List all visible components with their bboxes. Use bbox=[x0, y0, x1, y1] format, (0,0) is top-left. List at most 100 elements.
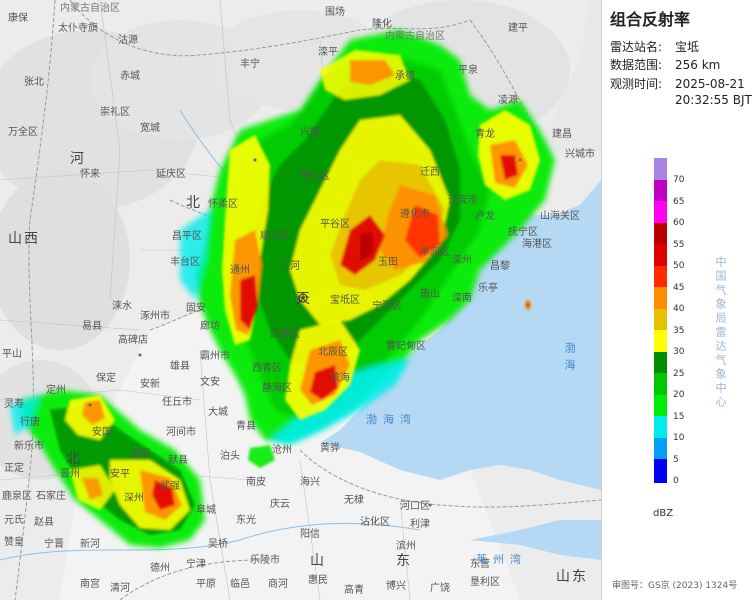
city-label: 东光 bbox=[236, 515, 256, 526]
city-label: 献县 bbox=[168, 455, 188, 466]
city-label: 昌平区 bbox=[172, 231, 202, 242]
city-label: 垦利区 bbox=[470, 577, 500, 588]
legend-tick-20: 20 bbox=[673, 390, 685, 400]
city-label: 廊坊 bbox=[200, 321, 220, 332]
sea-label: 渤海 bbox=[563, 342, 576, 376]
city-label: 丰台区 bbox=[170, 257, 200, 268]
legend-color-15 bbox=[654, 394, 667, 416]
city-label: 安新 bbox=[140, 379, 160, 390]
city-markers bbox=[88, 158, 522, 507]
legend-tick-60: 60 bbox=[673, 218, 685, 228]
city-label: 南宫 bbox=[80, 579, 100, 590]
city-label: 玉田 bbox=[378, 257, 398, 268]
city-label: 滨海 bbox=[330, 373, 350, 384]
city-label: 乐陵市 bbox=[250, 555, 280, 566]
city-label: 饶阳 bbox=[130, 449, 150, 460]
city-label: 东营 bbox=[470, 559, 490, 570]
radar-echoes bbox=[10, 30, 555, 548]
city-label: 武清区 bbox=[270, 329, 300, 340]
province-label: 北 bbox=[66, 451, 82, 467]
city-label: 宝坻区 bbox=[330, 295, 360, 306]
city-label: 太仆寺旗 bbox=[58, 23, 98, 34]
city-label: 迁安市 bbox=[448, 195, 478, 206]
legend-color-50 bbox=[654, 244, 667, 266]
city-label: 静海区 bbox=[262, 383, 292, 394]
city-label: 兴隆 bbox=[300, 127, 320, 138]
province-label: 山东 bbox=[556, 569, 588, 585]
city-label: 安国 bbox=[92, 427, 112, 438]
legend-color-5 bbox=[654, 437, 667, 459]
city-label: 海港区 bbox=[522, 239, 552, 250]
city-label: 深州 bbox=[124, 493, 144, 504]
city-label: 滦州 bbox=[452, 255, 472, 266]
city-label: 平谷区 bbox=[320, 219, 350, 230]
city-label: 建昌 bbox=[552, 129, 572, 140]
city-label: 卢龙 bbox=[475, 211, 495, 222]
map-base bbox=[0, 0, 601, 600]
city-label: 德州 bbox=[150, 563, 170, 574]
city-label: 武强 bbox=[160, 481, 180, 492]
city-label: 博兴 bbox=[386, 581, 406, 592]
city-label: 河口区 bbox=[400, 501, 430, 512]
legend-tick-70: 70 bbox=[673, 175, 685, 185]
city-label: 阳信 bbox=[300, 529, 320, 540]
region-label: 内蒙古自治区 bbox=[60, 3, 120, 14]
legend-color-45 bbox=[654, 265, 667, 287]
city-label: 宁晋 bbox=[44, 539, 64, 550]
city-label: 泊头 bbox=[220, 451, 240, 462]
city-label: 唐山 bbox=[420, 289, 440, 300]
city-label: 隆化 bbox=[372, 19, 392, 30]
legend-unit: dBZ bbox=[653, 508, 674, 519]
city-label: 清河 bbox=[110, 583, 130, 594]
city-label: 怀来 bbox=[80, 169, 100, 180]
city-label: 赤城 bbox=[120, 71, 140, 82]
city-label: 丰润区 bbox=[420, 247, 450, 258]
laizhou-bay bbox=[470, 520, 601, 560]
city-label: 利津 bbox=[410, 519, 430, 530]
legend-tick-35: 35 bbox=[673, 325, 685, 336]
city-label: 鹿泉区 bbox=[2, 491, 32, 502]
range-value: 256 km bbox=[675, 58, 721, 72]
city-label: 黄骅 bbox=[320, 443, 340, 454]
radar-station-marker bbox=[298, 293, 308, 303]
city-label: 石家庄 bbox=[36, 491, 66, 502]
city-label: 兴城市 bbox=[565, 149, 595, 160]
city-label: 平泉 bbox=[458, 65, 478, 76]
time-row: 观测时间: 2025-08-21 bbox=[610, 75, 745, 92]
legend-color-70 bbox=[654, 158, 667, 180]
city-label: 密云区 bbox=[300, 171, 330, 182]
legend-color-10 bbox=[654, 416, 667, 438]
city-label: 崇礼区 bbox=[100, 107, 130, 118]
time-clock: 20:32:55 BJT bbox=[675, 93, 752, 107]
tianjin-label: 天 bbox=[296, 291, 312, 307]
map-approval-number: 审图号：GS京 (2023) 1324号 bbox=[612, 581, 738, 591]
city-label: 西青区 bbox=[252, 363, 282, 374]
province-label: 山 bbox=[310, 553, 326, 569]
city-label: 行唐 bbox=[20, 417, 40, 428]
city-label: 青县 bbox=[236, 421, 256, 432]
legend-color-35 bbox=[654, 308, 667, 330]
city-label: 霸州市 bbox=[200, 351, 230, 362]
legend-color-65 bbox=[654, 179, 667, 201]
station-value: 宝坻 bbox=[675, 40, 700, 54]
station-label: 雷达站名: bbox=[610, 40, 663, 54]
radar-map[interactable]: 康保 内蒙古自治区 太仆寺旗 沽源 丰宁 围场 内蒙古自治区 建平 隆化 滦平 … bbox=[0, 0, 601, 600]
city-label: 海兴 bbox=[300, 477, 320, 488]
province-label: 山西 bbox=[8, 231, 40, 247]
city-label: 宽城 bbox=[140, 123, 160, 134]
city-label: 临邑 bbox=[230, 579, 250, 590]
bohai-sea bbox=[320, 180, 601, 490]
city-label: 涞水 bbox=[112, 301, 132, 312]
city-label: 大城 bbox=[208, 407, 228, 418]
city-label: 阜城 bbox=[196, 505, 216, 516]
legend-color-40 bbox=[654, 287, 667, 309]
city-label: 丰宁 bbox=[240, 59, 260, 70]
city-label: 宁津 bbox=[186, 559, 206, 570]
time-label: 观测时间: bbox=[610, 77, 663, 91]
city-label: 遵化市 bbox=[400, 209, 430, 220]
city-label: 滨州 bbox=[396, 541, 416, 552]
city-label: 滦南 bbox=[452, 293, 472, 304]
city-label: 山海关区 bbox=[540, 211, 580, 222]
city-label: 曹妃甸区 bbox=[386, 341, 426, 352]
legend-color-0 bbox=[654, 459, 667, 483]
